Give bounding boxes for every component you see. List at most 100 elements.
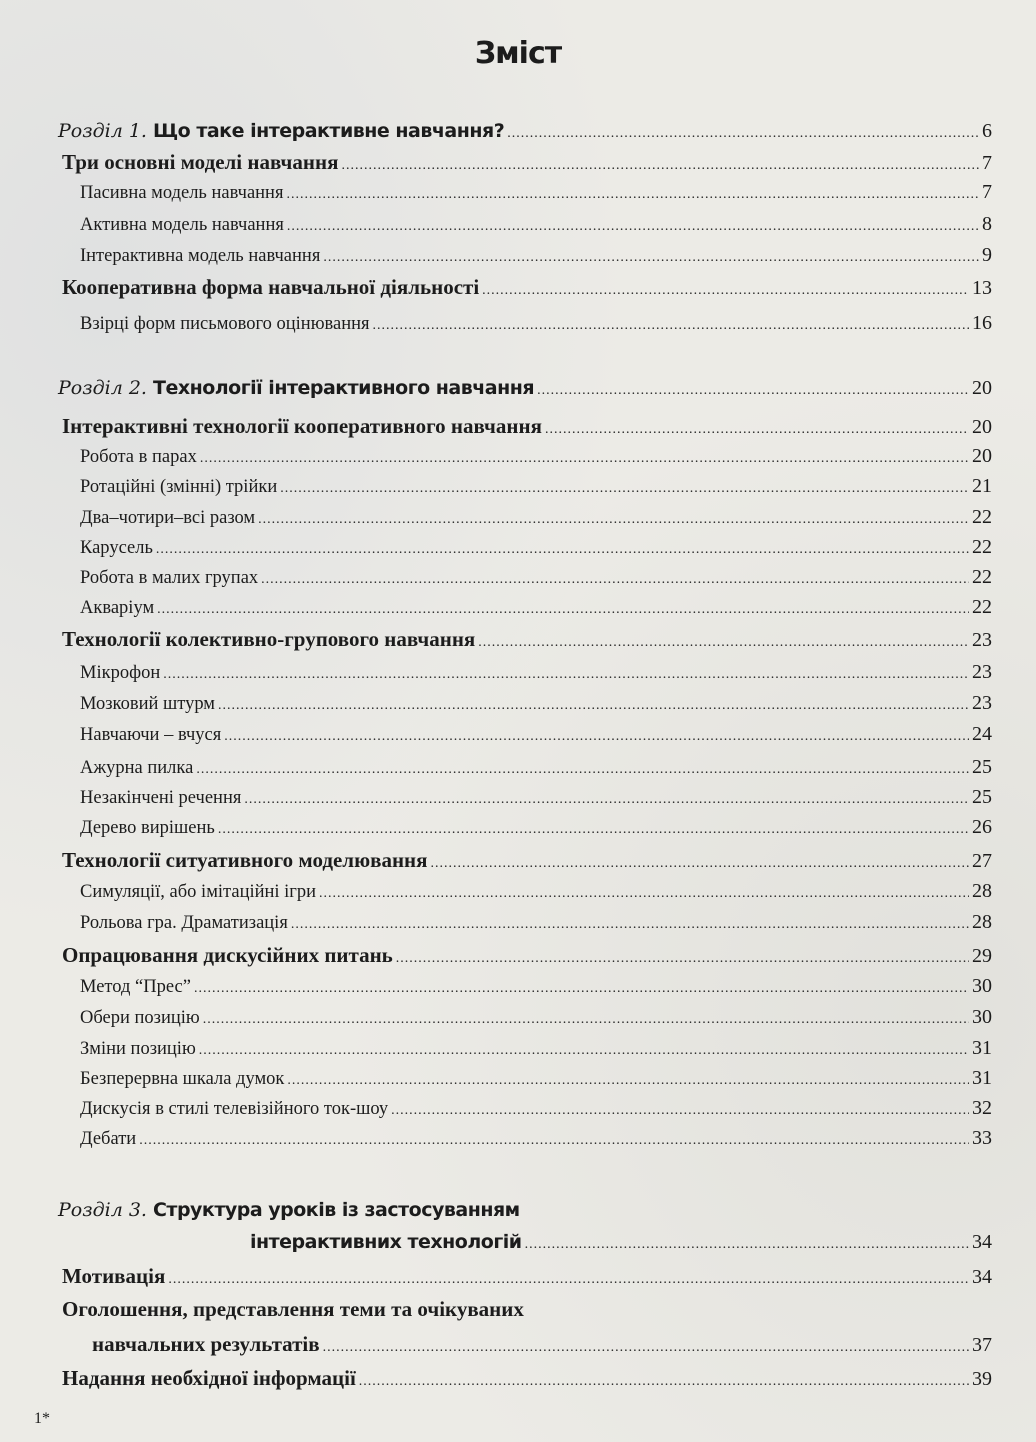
chapter-prefix: Розділ 3. <box>58 1199 147 1221</box>
entry-title: Технології колективно-групового навчання <box>62 627 476 651</box>
toc-entry: Акваріум 22 <box>80 596 992 619</box>
dot-leader <box>525 1237 969 1253</box>
dot-leader <box>196 762 969 778</box>
toc-entry: Рольова гра. Драматизація 28 <box>80 911 992 934</box>
toc-entry: Опрацювання дискусійних питань 29 <box>62 943 992 968</box>
dot-leader <box>156 542 969 558</box>
signature-mark: 1* <box>34 1410 50 1427</box>
page-number: 31 <box>972 1067 992 1089</box>
toc-entry: Обери позицію 30 <box>80 1006 992 1029</box>
page-number: 33 <box>972 1127 992 1149</box>
page-number: 7 <box>982 152 992 174</box>
toc-entry: Взірці форм письмового оцінювання 16 <box>80 312 992 335</box>
entry-title: Ротаційні (змінні) трійки <box>80 477 278 497</box>
toc-entry: Ротаційні (змінні) трійки 21 <box>80 475 992 498</box>
page-number: 20 <box>972 445 992 467</box>
entry-title: Три основні моделі навчання <box>62 150 339 174</box>
page-number: 39 <box>972 1368 992 1390</box>
entry-title: Надання необхідної інформації <box>62 1366 356 1390</box>
page-number: 24 <box>972 723 992 745</box>
entry-title: Дискусія в стилі телевізійного ток-шоу <box>80 1099 389 1119</box>
dot-leader <box>396 951 969 967</box>
dot-leader <box>200 451 969 467</box>
dot-leader <box>287 219 979 235</box>
page-number: 34 <box>972 1231 992 1253</box>
entry-title: Інтерактивні технології кооперативного н… <box>62 414 542 438</box>
page-number: 29 <box>972 945 992 967</box>
page-number: 28 <box>972 880 992 902</box>
page-number: 16 <box>972 312 992 334</box>
toc-entry: Технології ситуативного моделювання 27 <box>62 848 992 873</box>
dot-leader <box>359 1374 969 1390</box>
entry-title: Робота в парах <box>80 447 197 467</box>
dot-leader <box>261 572 969 588</box>
chapter-prefix: Розділ 2. <box>58 377 147 399</box>
page-number: 28 <box>972 911 992 933</box>
page-number: 22 <box>972 536 992 558</box>
entry-title: Карусель <box>80 538 153 558</box>
dot-leader <box>319 886 969 902</box>
toc-entry: Симуляції, або імітаційні ігри 28 <box>80 880 992 903</box>
page-number: 34 <box>972 1266 992 1288</box>
dot-leader <box>323 250 979 266</box>
entry-title: Незакінчені речення <box>80 788 242 808</box>
entry-title: Метод “Прес” <box>80 977 191 997</box>
dot-leader <box>482 283 969 299</box>
toc-entry: Карусель 22 <box>80 536 992 559</box>
toc-entry: Робота в малих групах 22 <box>80 566 992 589</box>
toc-entry: Безперервна шкала думок 31 <box>80 1067 992 1090</box>
page-number: 37 <box>972 1334 992 1356</box>
entry-title: Що таке інтерактивне навчання? <box>152 120 505 142</box>
page-number: 23 <box>972 692 992 714</box>
entry-title: Ажурна пилка <box>80 758 194 778</box>
entry-title: інтерактивних технологій <box>250 1231 522 1253</box>
dot-leader <box>157 602 969 618</box>
page-number: 23 <box>972 661 992 683</box>
toc-entry: Розділ 3. Структура уроків із застосуванн… <box>58 1199 992 1221</box>
chapter-prefix: Розділ 1. <box>58 120 147 142</box>
entry-title: Зміни позицію <box>80 1039 196 1059</box>
page-number: 32 <box>972 1097 992 1119</box>
toc-entry: Незакінчені речення 25 <box>80 786 992 809</box>
toc-entry: Зміни позицію 31 <box>80 1037 992 1060</box>
entry-title: Два–чотири–всі разом <box>80 508 256 528</box>
entry-title: Симуляції, або імітаційні ігри <box>80 882 317 902</box>
entry-title: Структура уроків із застосуванням <box>152 1199 520 1221</box>
dot-leader <box>280 481 969 497</box>
page-number: 22 <box>972 596 992 618</box>
page-number: 26 <box>972 816 992 838</box>
entry-title: Активна модель навчання <box>80 215 284 235</box>
page-number: 30 <box>972 1006 992 1028</box>
entry-title: Безперервна шкала думок <box>80 1069 285 1089</box>
dot-leader <box>507 126 979 142</box>
entry-title: Взірці форм письмового оцінювання <box>80 314 370 334</box>
dot-leader <box>194 981 969 997</box>
toc-entry: Дерево вирішень 26 <box>80 816 992 839</box>
entry-title: навчальних результатів <box>92 1332 320 1356</box>
entry-title: Технології інтерактивного навчання <box>152 377 535 399</box>
toc-entry: Мотивація 34 <box>62 1264 992 1289</box>
page-number: 8 <box>982 213 992 235</box>
page-number: 27 <box>972 850 992 872</box>
entry-title: Оголошення, представлення теми та очікув… <box>62 1297 524 1321</box>
dot-leader <box>545 422 969 438</box>
toc-entry: Мікрофон 23 <box>80 661 992 684</box>
page-number: 20 <box>972 377 992 399</box>
entry-title: Інтерактивна модель навчання <box>80 246 321 266</box>
dot-leader <box>203 1012 969 1028</box>
entry-title: Робота в малих групах <box>80 568 259 588</box>
page-number: 6 <box>982 120 992 142</box>
dot-leader <box>287 1073 969 1089</box>
toc-entry: Ажурна пилка 25 <box>80 756 992 779</box>
dot-leader <box>258 512 969 528</box>
entry-title: Мозковий штурм <box>80 694 216 714</box>
entry-title: Мотивація <box>62 1264 166 1288</box>
toc-entry: Два–чотири–всі разом 22 <box>80 506 992 529</box>
toc-entry: Розділ 1.Що таке інтерактивне навчання? 6 <box>58 120 992 143</box>
page-number: 21 <box>972 475 992 497</box>
dot-leader <box>291 917 969 933</box>
dot-leader <box>323 1340 969 1356</box>
page-number: 13 <box>972 277 992 299</box>
toc-entry: Активна модель навчання 8 <box>80 213 992 236</box>
toc-entry: Дебати 33 <box>80 1127 992 1150</box>
